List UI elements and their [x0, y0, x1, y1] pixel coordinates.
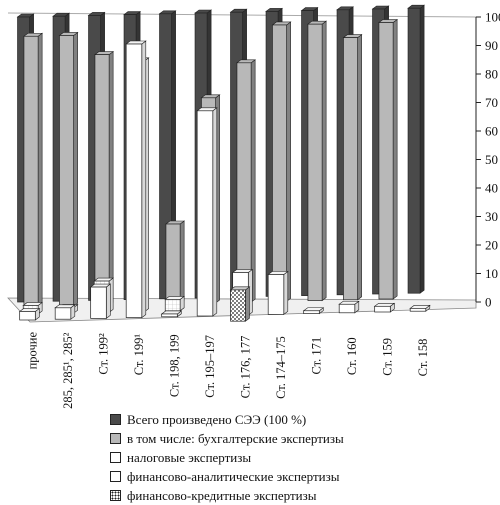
bar-top [54, 304, 76, 309]
bar-top [231, 269, 254, 273]
chart-svg: 0 10 20 30 40 50 60 70 80 90 100 прочие Ст. 285, 28… [7, 4, 500, 410]
bar-side [73, 31, 78, 307]
bar-side [357, 33, 362, 301]
category-label: Ст. 199² [96, 333, 110, 375]
bar-side [108, 50, 114, 306]
y-tick-label: 90 [485, 38, 498, 53]
y-tick-label: 70 [485, 95, 498, 110]
category-label: Ст. 160 [345, 337, 359, 375]
bar-side [250, 59, 256, 303]
legend-item: финансово-аналитические экспертизы [110, 467, 490, 486]
bar [165, 223, 181, 305]
bar-top [338, 300, 360, 305]
category-labels: прочие Ст. 285, 285¹, 285² Ст. 199² Ст. 199… [25, 332, 430, 410]
y-tick-label: 10 [485, 266, 498, 281]
category-label: Ст. 171 [309, 337, 323, 375]
bar [125, 43, 143, 318]
bar-side [321, 20, 327, 302]
y-tick-label: 40 [485, 181, 498, 196]
bar-side [212, 107, 218, 317]
legend: Всего произведено СЭЭ (100 %) в том числ… [110, 410, 490, 505]
bar [161, 313, 178, 318]
bar-side [179, 220, 185, 305]
bar [236, 62, 252, 303]
bar-side [37, 32, 43, 308]
bar [196, 110, 214, 317]
bar-side [286, 21, 291, 302]
y-axis: 0 10 20 30 40 50 60 70 80 90 100 [475, 10, 500, 310]
bar [307, 23, 323, 301]
bar-side [245, 286, 250, 322]
legend-label: Всего произведено СЭЭ (100 %) [127, 411, 307, 427]
legend-item: Всего произведено СЭЭ (100 %) [110, 410, 490, 429]
category-label: Ст. 195–197 [203, 335, 217, 398]
bar-top [196, 107, 218, 112]
bar [94, 54, 110, 306]
category-label: Ст. 174–175 [274, 336, 288, 399]
bar [303, 310, 320, 314]
legend-swatch-dotted [110, 490, 121, 501]
legend-item: налоговые экспертизы [110, 448, 490, 467]
bar [409, 308, 427, 312]
bar [338, 303, 356, 314]
category-label: Ст. 176, 177 [238, 336, 252, 399]
bar [407, 7, 421, 294]
bar-top [409, 305, 431, 309]
legend-item: в том числе: бухгалтерские экспертизы [110, 429, 490, 448]
bar-top [18, 308, 41, 312]
bar [343, 37, 358, 301]
bar-top [267, 271, 289, 275]
y-tick-label: 100 [485, 10, 500, 25]
bar [378, 22, 394, 300]
bar [267, 274, 285, 315]
legend-swatch-dark [110, 414, 121, 425]
bar-side [106, 283, 111, 319]
legend-item: финансово-кредитные экспертизы [110, 486, 490, 505]
bar-top [89, 283, 112, 288]
bar [19, 311, 36, 321]
legend-swatch-white [110, 452, 121, 463]
legend-swatch-white [110, 471, 121, 482]
category-label: Ст. 198, 199 [167, 334, 181, 397]
bar [272, 24, 287, 302]
y-tick-label: 0 [485, 295, 492, 310]
bar-side [283, 270, 289, 315]
category-label: прочие [25, 332, 39, 370]
bar-top [302, 307, 325, 312]
bar [164, 299, 181, 312]
legend-label: финансово-аналитические экспертизы [127, 468, 340, 484]
category-label: Ст. 285, 285¹, 285² [61, 332, 75, 410]
legend-label: финансово-кредитные экспертизы [127, 487, 317, 503]
bar-side [141, 40, 147, 319]
category-label: Ст. 158 [416, 339, 430, 377]
bars-group [16, 4, 431, 322]
y-tick-label: 60 [485, 124, 498, 139]
bar [54, 307, 72, 320]
y-tick-label: 20 [485, 238, 498, 253]
legend-swatch-light [110, 433, 121, 444]
bar-top [373, 302, 396, 307]
bar-top [125, 40, 147, 45]
bar-top [160, 310, 183, 315]
bar-side [419, 4, 425, 294]
bar [374, 305, 391, 313]
legend-label: в том числе: бухгалтерские экспертизы [127, 430, 344, 446]
bar [90, 286, 107, 319]
category-label: Ст. 159 [380, 338, 394, 376]
bar-side [392, 18, 398, 300]
bar [59, 35, 74, 307]
bar [230, 289, 246, 322]
y-tick-label: 30 [485, 209, 498, 224]
category-label: Ст. 199¹ [132, 334, 146, 376]
y-tick-label: 80 [485, 67, 498, 82]
y-tick-label: 50 [485, 152, 498, 167]
bar [23, 35, 39, 308]
legend-label: налоговые экспертизы [127, 449, 252, 465]
